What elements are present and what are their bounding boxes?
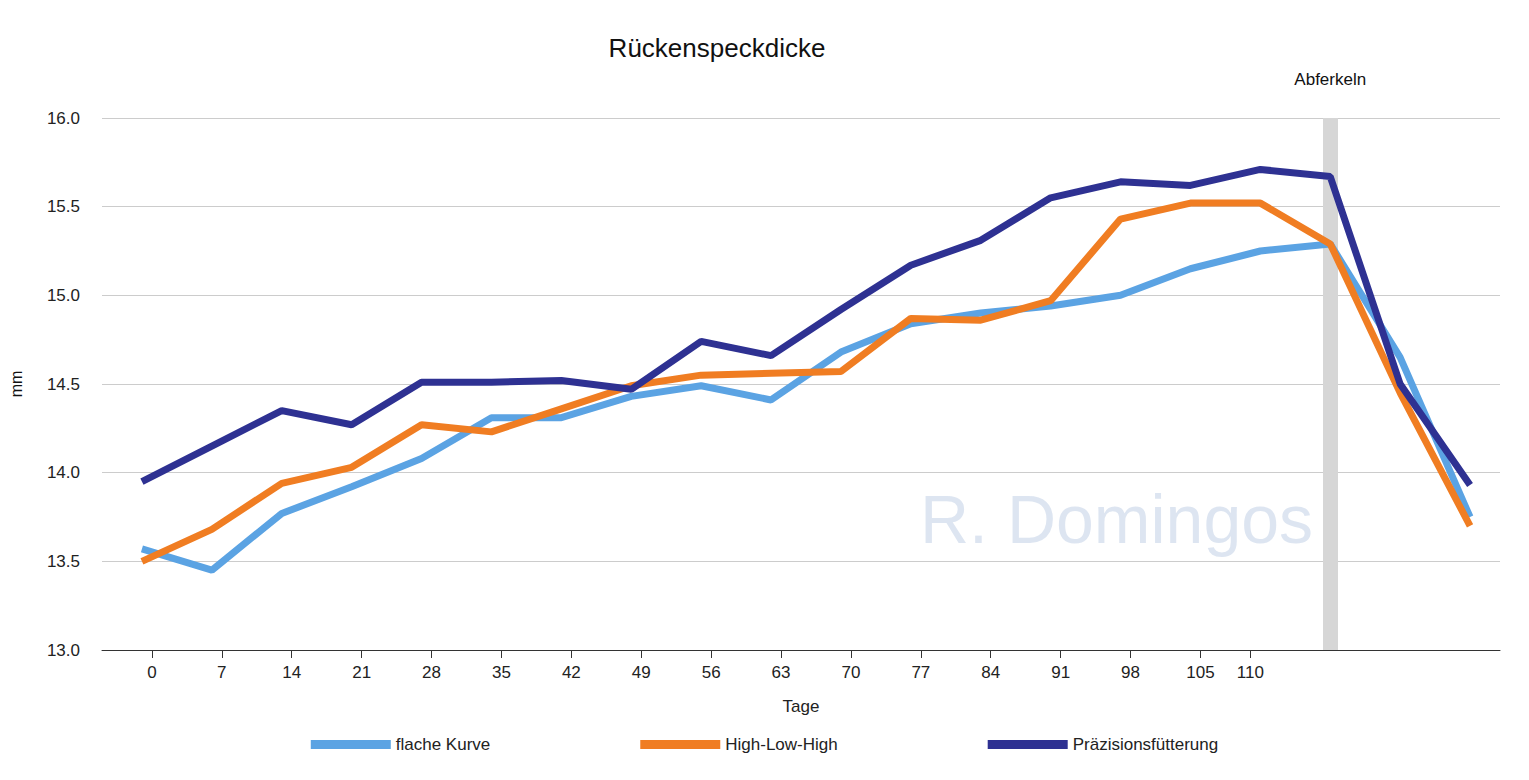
svg-text:56: 56 — [702, 663, 721, 682]
svg-text:14: 14 — [282, 663, 301, 682]
svg-text:Abferkeln: Abferkeln — [1294, 70, 1366, 89]
svg-text:63: 63 — [772, 663, 791, 682]
svg-text:14.0: 14.0 — [47, 463, 80, 482]
svg-text:84: 84 — [981, 663, 1000, 682]
svg-text:15.0: 15.0 — [47, 286, 80, 305]
svg-text:42: 42 — [562, 663, 581, 682]
svg-text:Rückenspeckdicke: Rückenspeckdicke — [609, 33, 826, 63]
svg-text:28: 28 — [422, 663, 441, 682]
svg-text:77: 77 — [911, 663, 930, 682]
svg-text:110: 110 — [1237, 663, 1264, 682]
svg-text:15.5: 15.5 — [47, 197, 80, 216]
svg-text:98: 98 — [1121, 663, 1140, 682]
svg-text:91: 91 — [1051, 663, 1070, 682]
svg-text:0: 0 — [147, 663, 156, 682]
svg-text:49: 49 — [632, 663, 651, 682]
svg-text:Tage: Tage — [783, 697, 820, 716]
svg-text:High-Low-High: High-Low-High — [725, 735, 837, 754]
svg-text:35: 35 — [492, 663, 511, 682]
svg-text:21: 21 — [352, 663, 371, 682]
svg-text:70: 70 — [841, 663, 860, 682]
svg-text:mm: mm — [8, 371, 25, 398]
svg-text:flache Kurve: flache Kurve — [396, 735, 491, 754]
svg-text:13.0: 13.0 — [47, 641, 80, 660]
svg-text:7: 7 — [217, 663, 226, 682]
svg-text:13.5: 13.5 — [47, 552, 80, 571]
svg-text:16.0: 16.0 — [47, 109, 80, 128]
svg-text:14.5: 14.5 — [47, 375, 80, 394]
svg-text:105: 105 — [1186, 663, 1214, 682]
svg-text:R. Domingos: R. Domingos — [920, 481, 1313, 557]
svg-text:Präzisionsfütterung: Präzisionsfütterung — [1073, 735, 1219, 754]
